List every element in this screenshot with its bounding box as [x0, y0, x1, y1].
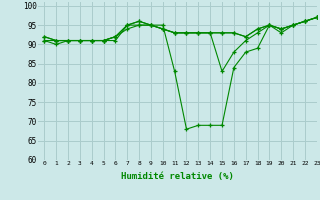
X-axis label: Humidité relative (%): Humidité relative (%) — [121, 172, 234, 181]
